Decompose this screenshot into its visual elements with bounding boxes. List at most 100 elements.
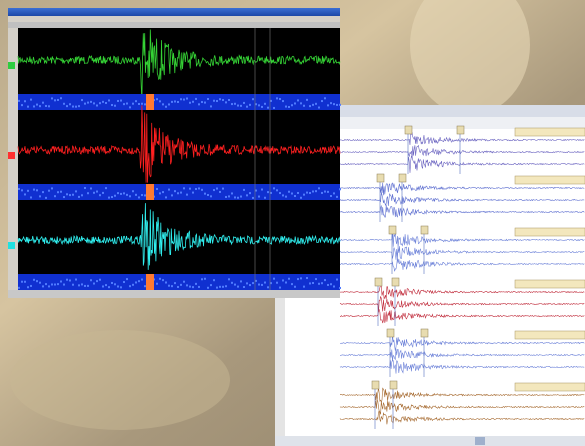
spectrogram-cell <box>252 197 254 199</box>
spectrogram-cell <box>69 194 71 196</box>
pick-flag <box>421 226 428 234</box>
spectrogram-cell <box>180 284 182 286</box>
spectrogram-cell <box>36 104 38 106</box>
spectrogram-cell <box>159 278 161 280</box>
spectrogram-cell <box>96 280 98 282</box>
spectrogram-cell <box>93 283 95 285</box>
spectrogram-cell <box>81 194 83 196</box>
spectrogram-cell <box>132 190 134 192</box>
spectrogram-cell <box>60 191 62 193</box>
spectrogram-cell <box>42 285 44 287</box>
spectrogram-cell <box>78 105 80 107</box>
spectrogram-cell <box>165 196 167 198</box>
spectrogram-cell <box>306 277 308 279</box>
spectrogram-cell <box>267 107 269 109</box>
spectrogram-cell <box>102 285 104 287</box>
spectrogram-cell <box>339 188 341 190</box>
spectrogram-cell <box>63 103 65 105</box>
spectrogram-cell <box>174 100 176 102</box>
spectrogram-cell <box>207 98 209 100</box>
spectrogram-cell <box>30 196 32 198</box>
spectrogram-cell <box>30 285 32 287</box>
spectrogram-cell <box>318 187 320 189</box>
spectrogram-cell <box>228 278 230 280</box>
pick-flag <box>390 381 397 389</box>
spectrogram-cell <box>246 106 248 108</box>
spectrogram-cell <box>159 192 161 194</box>
spectrogram-cell <box>261 284 263 286</box>
spectrogram-cell <box>309 282 311 284</box>
spectrogram-cell <box>48 105 50 107</box>
screenshot-collage <box>0 0 585 446</box>
spectrogram-cell <box>78 284 80 286</box>
info-box <box>515 228 585 236</box>
page: (() => { const svg = document.getElement… <box>0 0 585 446</box>
spectrogram-cell <box>240 196 242 198</box>
spectrogram-cell <box>180 98 182 100</box>
spectrogram-cell <box>102 101 104 103</box>
spectrogram-cell <box>111 104 113 106</box>
spectrogram-cell <box>315 278 317 280</box>
spectrogram-cell <box>129 285 131 287</box>
spectrogram-cell <box>138 280 140 282</box>
spectrogram-cell <box>21 281 23 283</box>
spectrogram-cell <box>186 284 188 286</box>
spectrogram-cell <box>66 193 68 195</box>
scroll-thumb[interactable] <box>475 437 485 445</box>
spectrogram-cell <box>309 105 311 107</box>
spectrogram-cell <box>327 191 329 193</box>
pick-flag <box>392 278 399 286</box>
spectrogram-cell <box>69 279 71 281</box>
spectrogram-cell <box>303 194 305 196</box>
spectrogram-cell <box>192 286 194 288</box>
spectrogram-cell <box>102 192 104 194</box>
spectrogram-cell <box>249 284 251 286</box>
spectrogram-cell <box>183 281 185 283</box>
spectrogram-cell <box>168 189 170 191</box>
spectrogram-cell <box>99 279 101 281</box>
scrollbar[interactable] <box>275 436 585 446</box>
spectrogram-cell <box>177 192 179 194</box>
spectrogram-cell <box>318 107 320 109</box>
spectrogram-cell <box>273 107 275 109</box>
spectrogram-cell <box>105 284 107 286</box>
spectrogram-cell <box>183 187 185 189</box>
spectrogram-cell <box>195 283 197 285</box>
spectrogram-cell <box>84 187 86 189</box>
spectrogram-cell <box>87 102 89 104</box>
spectrogram-cell <box>249 104 251 106</box>
channel-button[interactable] <box>8 242 15 249</box>
status-bar <box>8 290 340 298</box>
spectrogram-cell <box>123 192 125 194</box>
spectrogram-cell <box>93 102 95 104</box>
spectrogram-cell <box>18 100 20 102</box>
spectrogram-cell <box>321 282 323 284</box>
spectrogram-cell <box>120 286 122 288</box>
spectrogram-cell <box>186 194 188 196</box>
spectrogram-cell <box>291 283 293 285</box>
spectrogram-cell <box>129 106 131 108</box>
spectrogram-cell <box>54 99 56 101</box>
spectrogram-cell <box>273 187 275 189</box>
channel-button[interactable] <box>8 152 15 159</box>
spectrogram-cell <box>42 191 44 193</box>
spectrogram-cell <box>303 286 305 288</box>
spectrogram-cell <box>51 97 53 99</box>
spectrogram-cell <box>315 190 317 192</box>
spectrogram-cell <box>75 279 77 281</box>
spectrogram-cell <box>300 277 302 279</box>
spectrogram-cell <box>171 285 173 287</box>
spectrogram-cell <box>333 103 335 105</box>
spectrogram-cell <box>93 192 95 194</box>
channel-button[interactable] <box>8 62 15 69</box>
pick-flag <box>387 329 394 337</box>
spectrogram-cell <box>48 190 50 192</box>
spectrogram-cell <box>117 192 119 194</box>
menu-bar <box>8 16 340 22</box>
spectrogram-cell <box>51 283 53 285</box>
spectrogram-cell <box>267 191 269 193</box>
spectrogram-cell <box>156 283 158 285</box>
spectrogram-cell <box>138 196 140 198</box>
spectrogram-cell <box>264 103 266 105</box>
spectrogram-cell <box>216 100 218 102</box>
